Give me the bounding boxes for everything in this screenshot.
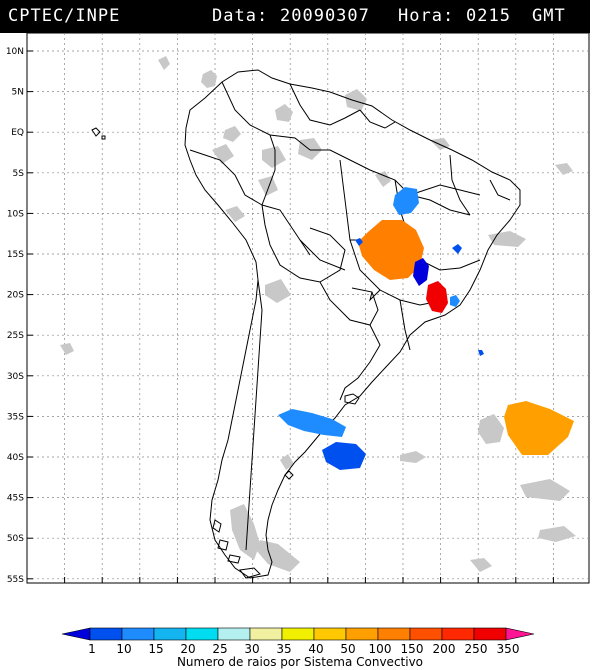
- convective-systems: [278, 187, 574, 470]
- legend-tick: 100: [369, 642, 392, 656]
- latitude-labels: 10N 5N EQ 5S 10S 15S 20S 25S 30S 35S 40S 45S 50S 55S: [6, 47, 24, 585]
- color-legend: 1 10 15 20 25 30 35 40 50 100 150 200 250 350 Numero …: [61, 627, 535, 669]
- legend-tick: 35: [276, 642, 291, 656]
- title-bar: CPTEC/INPE Data: 20090307 Hora: 0215 GMT: [0, 0, 590, 33]
- legend-swatch: [281, 627, 315, 641]
- legend-swatch: [217, 627, 251, 641]
- border-peru-brazil: [261, 204, 311, 256]
- legend-swatch: [473, 627, 507, 641]
- date-label: Data:: [212, 6, 269, 26]
- border-ecuador-peru: [189, 149, 263, 206]
- legend-tick: 200: [433, 642, 456, 656]
- border-chile-argentina: [245, 279, 263, 551]
- border-colombia: [221, 81, 311, 151]
- system-blue-ne: [452, 244, 462, 254]
- legend-tick: 40: [308, 642, 323, 656]
- lat-label: 55S: [7, 575, 24, 585]
- patagonia-islands: [212, 519, 261, 579]
- system-blue-small: [355, 238, 363, 246]
- legend-swatch: [185, 627, 219, 641]
- falkland-islands: [344, 393, 360, 405]
- system-blue-center: [413, 258, 429, 286]
- system-orange-central: [358, 220, 424, 280]
- border-venezuela: [289, 83, 361, 126]
- lat-label: 35S: [7, 412, 24, 422]
- legend-swatch: [345, 627, 379, 641]
- hour-value: 0215: [466, 6, 511, 26]
- lightning-map: 10N5NEQ5S10S15S20S25S30S35S40S45S50S55S …: [6, 33, 590, 585]
- lat-label: 30S: [7, 372, 24, 382]
- system-orange-atlantic: [504, 401, 574, 455]
- lat-label: 10S: [7, 209, 24, 219]
- legend-tick: 250: [465, 642, 488, 656]
- legend-tick: 350: [497, 642, 520, 656]
- lat-label: 5S: [13, 169, 25, 179]
- legend-swatch: [409, 627, 443, 641]
- date-value: 20090307: [280, 6, 370, 26]
- hour-label: Hora:: [398, 6, 455, 26]
- legend-swatch: [249, 627, 283, 641]
- lat-label: 5N: [12, 88, 24, 98]
- country-outlines: [91, 69, 521, 579]
- south-america-coast: [184, 69, 521, 579]
- legend-swatch: [61, 627, 91, 641]
- border-guianas: [359, 109, 396, 129]
- legend-tick: 10: [116, 642, 131, 656]
- legend-tick: 20: [180, 642, 195, 656]
- legend-caption: Numero de raios por Sistema Convectivo: [177, 655, 423, 669]
- lat-label: 20S: [7, 291, 24, 301]
- system-red: [426, 281, 448, 313]
- lat-label: 50S: [7, 534, 24, 544]
- legend-swatch: [505, 627, 535, 641]
- system-blue-argentina: [278, 409, 346, 437]
- graticule: [26, 33, 589, 583]
- system-blue-north: [393, 187, 419, 215]
- lat-label: 10N: [6, 47, 24, 57]
- legend-tick: 1: [88, 642, 96, 656]
- legend-tick: 150: [401, 642, 424, 656]
- legend-swatch: [441, 627, 475, 641]
- legend-swatch: [89, 627, 123, 641]
- legend-tick: 30: [244, 642, 259, 656]
- system-blue-east: [450, 295, 460, 307]
- lat-label: 40S: [7, 453, 24, 463]
- legend-swatch: [313, 627, 347, 641]
- cloud-cover: [60, 56, 576, 572]
- legend-tick: 50: [340, 642, 355, 656]
- legend-swatch: [377, 627, 411, 641]
- source-label: CPTEC/INPE: [8, 6, 121, 26]
- legend-tick: 25: [212, 642, 227, 656]
- border-brazil-argentina-uruguay: [339, 324, 381, 401]
- border-bolivia: [261, 204, 346, 283]
- system-blue-argentina-2: [322, 442, 366, 470]
- legend-tick-labels: 1 10 15 20 25 30 35 40 50 100 150 200 250 350: [88, 642, 519, 656]
- lat-label: 25S: [7, 331, 24, 341]
- map-frame: [26, 33, 590, 584]
- lat-label: 45S: [7, 494, 24, 504]
- lat-label: EQ: [11, 128, 24, 138]
- legend-swatch: [121, 627, 155, 641]
- timezone-label: GMT: [532, 6, 566, 26]
- system-blue-dot: [478, 350, 484, 356]
- legend-tick: 15: [148, 642, 163, 656]
- caribbean-fragment: [91, 127, 106, 140]
- lat-label: 15S: [7, 250, 24, 260]
- legend-swatch: [153, 627, 187, 641]
- legend-bar: [61, 627, 535, 641]
